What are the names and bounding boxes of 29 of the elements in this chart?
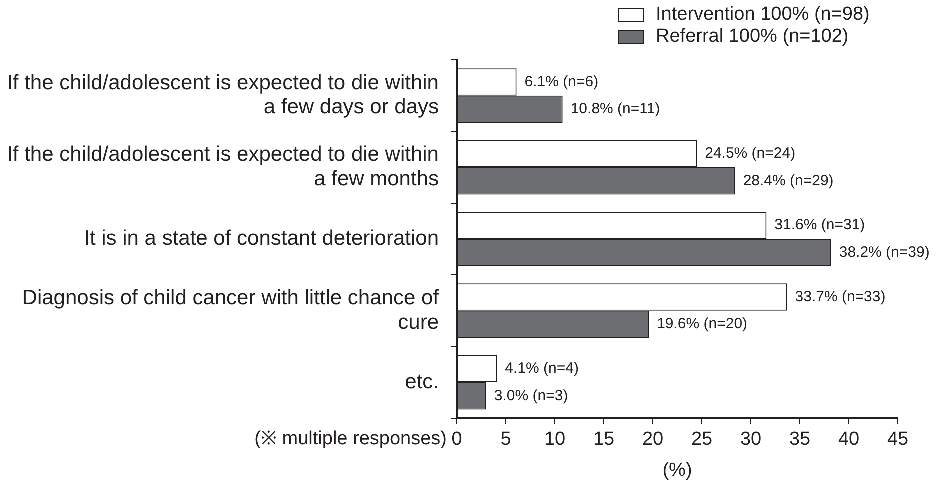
x-tick-label: 40 — [838, 429, 860, 450]
x-tick-label: 15 — [593, 429, 615, 450]
y-tick-label: It is in a state of constant deterioration — [84, 226, 439, 250]
text: Intervention 100% (n=98) — [656, 4, 870, 26]
x-tick-label: 5 — [500, 429, 512, 450]
x-tick-label: 45 — [887, 429, 909, 450]
data-label: 3.0% (n=3) — [494, 387, 568, 404]
data-label: 28.4% (n=29) — [743, 172, 834, 190]
x-tick-label: 0 — [452, 429, 462, 450]
data-label: 4.1% (n=4) — [505, 360, 579, 378]
data-label: 10.8% (n=11) — [570, 100, 660, 118]
x-tick-label: 10 — [544, 429, 566, 450]
x-axis-title: (%) — [662, 460, 692, 481]
x-tick-label: 30 — [740, 429, 762, 450]
data-label: 6.1% (n=6) — [524, 73, 599, 90]
data-label: 19.6% (n=20) — [657, 316, 748, 333]
y-tick-label: If the child/adolescent is expected to die within a few months — [7, 143, 439, 190]
data-label: 38.2% (n=39) — [839, 244, 930, 261]
y-tick-label: Diagnosis of child cancer with little chance of cure — [22, 286, 440, 334]
data-label: 33.7% (n=33) — [795, 288, 886, 306]
x-tick-label: 35 — [789, 429, 811, 450]
y-tick-label: If the child/adolescent is expected to die within a few days or days — [7, 72, 439, 119]
data-label: 31.6% (n=31) — [774, 216, 866, 234]
legend-label: Referral 100% (n=102) — [656, 26, 849, 48]
y-tick-label: etc. — [405, 370, 439, 394]
x-tick-label: 25 — [691, 429, 713, 450]
x-tick-label: 20 — [642, 429, 664, 450]
text: (※ multiple responses) — [254, 428, 447, 450]
data-label: 24.5% (n=24) — [705, 145, 796, 162]
